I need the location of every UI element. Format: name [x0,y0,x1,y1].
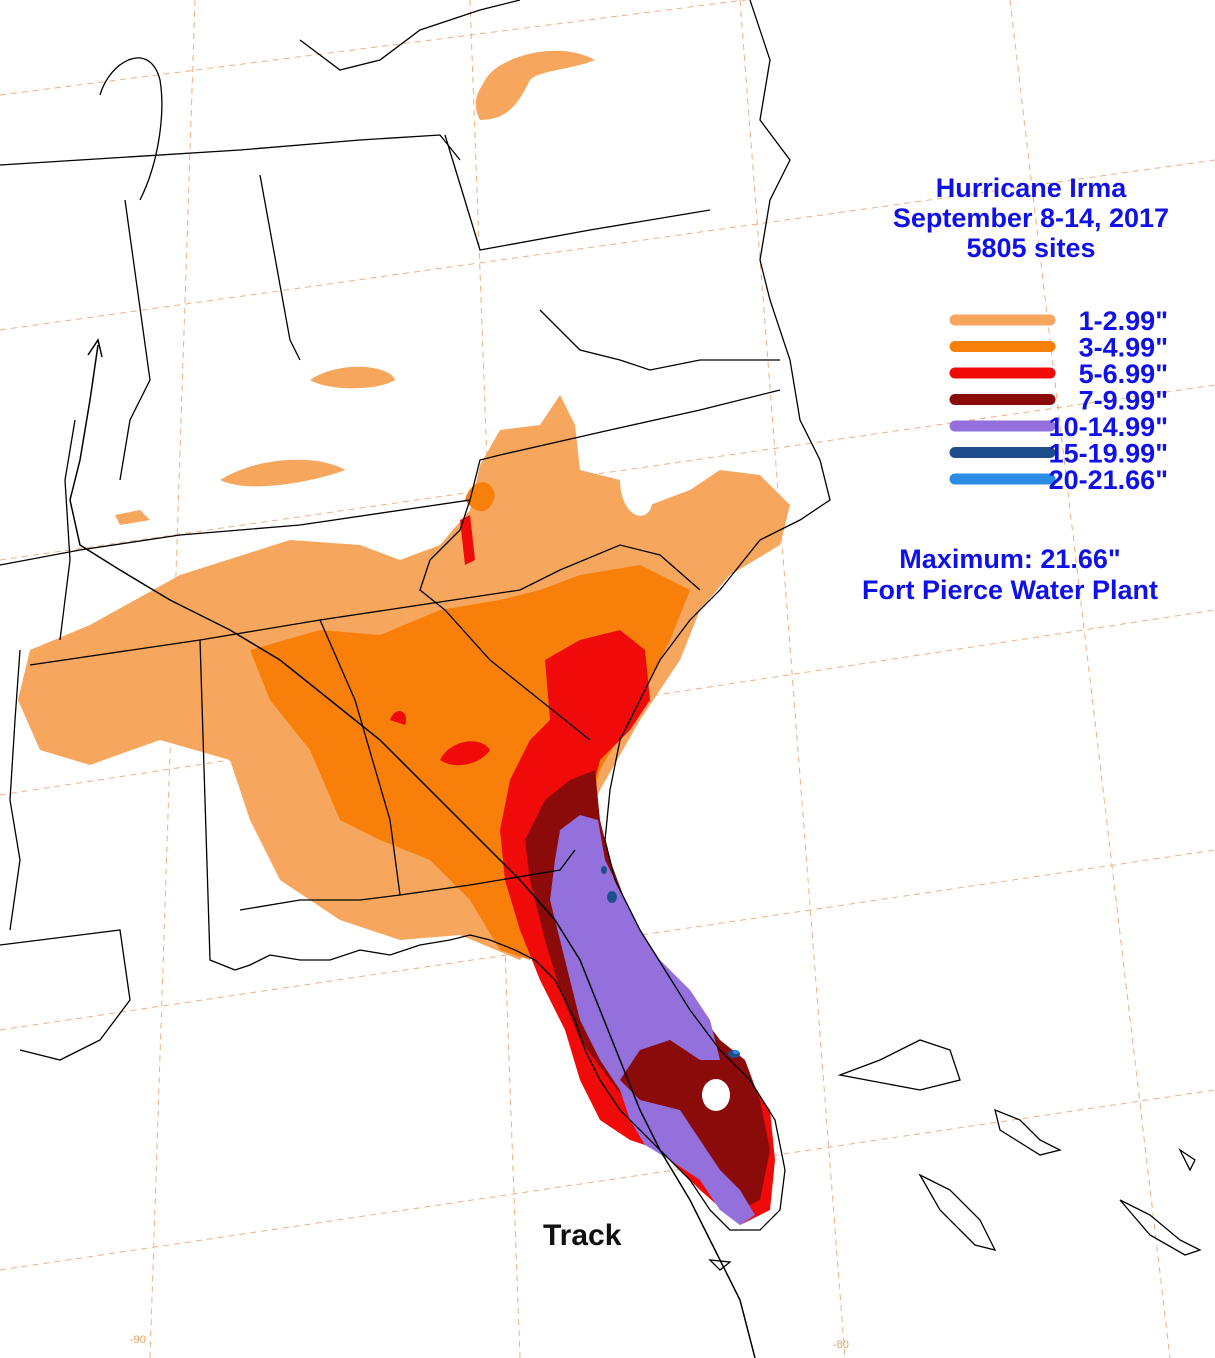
legend-label: 15-19.99" [1049,439,1168,469]
longitude-label-right: -80 [833,1339,849,1351]
maximum-value: Maximum: 21.66" [899,544,1120,574]
legend-label: 10-14.99" [1049,412,1168,442]
rainfall-20-21.66-area [733,1050,739,1054]
hurricane-track [69,338,756,1358]
no-data-areas [620,477,730,1111]
title-line-2: September 8-14, 2017 [893,203,1169,233]
legend-label: 3-4.99" [1079,333,1168,363]
rainfall-10-14.99-area [550,815,755,1225]
maximum-site: Fort Pierce Water Plant [862,575,1158,605]
map-title: Hurricane Irma September 8-14, 2017 5805… [893,173,1169,263]
coastline-and-boundaries [0,0,1202,1271]
legend-label: 5-6.99" [1079,359,1168,389]
legend-label: 1-2.99" [1079,306,1168,336]
rainfall-5-6.99-area [390,515,775,1225]
longitude-label-left: -90 [130,1334,146,1346]
title-line-1: Hurricane Irma [936,173,1128,203]
legend-label: 20-21.66" [1049,465,1168,495]
legend-label: 7-9.99" [1079,386,1168,416]
rainfall-15-19.99-area [601,866,740,1058]
maximum-annotation: Maximum: 21.66" Fort Pierce Water Plant [862,544,1158,605]
title-line-3: 5805 sites [966,233,1095,263]
track-label: Track [543,1219,622,1252]
legend: 1-2.99"3-4.99"5-6.99"7-9.99"10-14.99"15-… [949,306,1168,495]
